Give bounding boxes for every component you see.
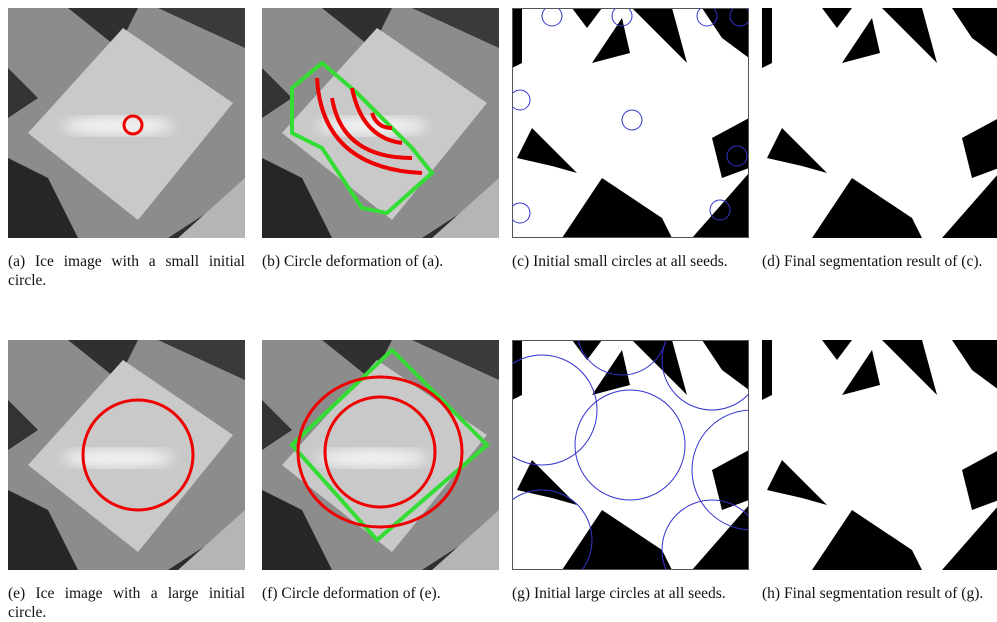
subfigure: (f) Circle deformation of (e). bbox=[262, 340, 499, 603]
subfigure: (g) Initial large circles at all seeds. bbox=[512, 340, 749, 603]
subfigure-image bbox=[262, 340, 499, 570]
subfigure-image bbox=[8, 8, 245, 238]
subfigure: (a) Ice image with a small initial circl… bbox=[8, 8, 245, 290]
figure: (a) Ice image with a small initial circl… bbox=[0, 0, 997, 622]
caption: (c) Initial small circles at all seeds. bbox=[512, 252, 749, 271]
subfigure-image bbox=[762, 8, 997, 238]
subfigure-image bbox=[512, 8, 749, 238]
caption: (e) Ice image with a large initial circl… bbox=[8, 584, 245, 622]
caption: (h) Final segmentation result of (g). bbox=[762, 584, 997, 603]
caption: (a) Ice image with a small initial circl… bbox=[8, 252, 245, 290]
subfigure: (d) Final segmentation result of (c). bbox=[762, 8, 997, 271]
subfigure: (e) Ice image with a large initial circl… bbox=[8, 340, 245, 622]
subfigure-image bbox=[262, 8, 499, 238]
caption: (g) Initial large circles at all seeds. bbox=[512, 584, 749, 603]
subfigure-image bbox=[8, 340, 245, 570]
caption: (b) Circle deformation of (a). bbox=[262, 252, 499, 271]
caption: (d) Final segmentation result of (c). bbox=[762, 252, 997, 271]
subfigure: (c) Initial small circles at all seeds. bbox=[512, 8, 749, 271]
caption: (f) Circle deformation of (e). bbox=[262, 584, 499, 603]
subfigure-image bbox=[762, 340, 997, 570]
subfigure: (b) Circle deformation of (a). bbox=[262, 8, 499, 271]
subfigure: (h) Final segmentation result of (g). bbox=[762, 340, 997, 603]
subfigure-image bbox=[512, 340, 749, 570]
